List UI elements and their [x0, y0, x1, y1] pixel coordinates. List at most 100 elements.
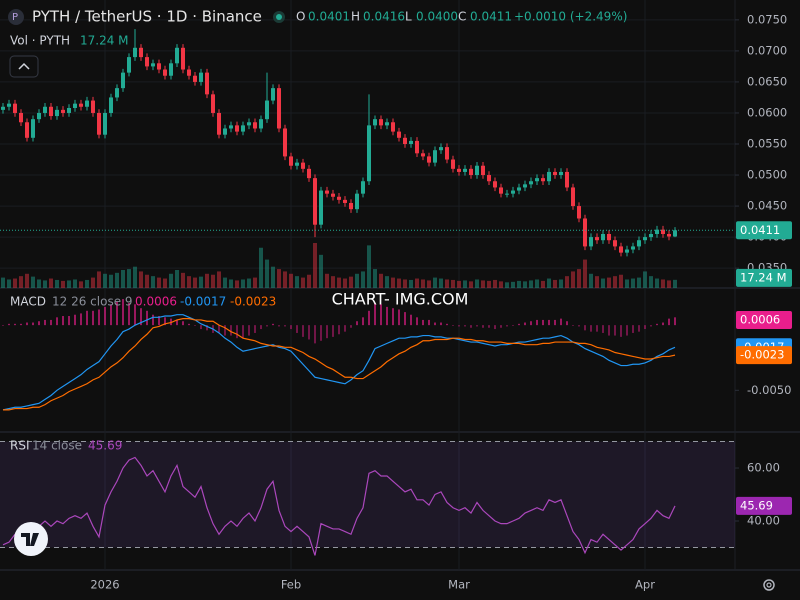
rsi-legend-value: 45.69 — [88, 439, 122, 453]
candle-body — [325, 190, 329, 194]
candle-body — [547, 171, 551, 182]
volume-bar — [91, 277, 95, 288]
candle-body — [391, 122, 395, 132]
candle-body — [109, 97, 113, 113]
macd-histogram-bar — [50, 319, 52, 326]
volume-bar — [595, 276, 599, 288]
volume-bar — [373, 269, 377, 288]
candle-body — [649, 234, 653, 238]
status-dot — [276, 14, 282, 20]
volume-bar — [229, 279, 233, 288]
candle-body — [1, 106, 5, 110]
candle-body — [523, 184, 527, 188]
candle-body — [421, 153, 425, 157]
volume-bar — [109, 274, 113, 288]
macd-histogram-bar — [488, 325, 490, 328]
candle-body — [175, 47, 179, 64]
volume-bar — [535, 279, 539, 288]
collapse-button[interactable] — [9, 55, 39, 78]
macd-histogram-bar — [386, 306, 388, 326]
candle-body — [415, 140, 419, 154]
volume-bar — [589, 273, 593, 288]
candle-body — [637, 240, 641, 247]
macd-histogram-bar — [20, 323, 22, 326]
y-tick-label: 40.00 — [747, 513, 780, 527]
candle-body — [43, 106, 47, 113]
macd-histogram-bar — [404, 312, 406, 326]
ohlc-key: O — [296, 10, 305, 24]
candle-body — [481, 165, 485, 176]
macd-histogram-bar — [542, 319, 544, 326]
volume-bar — [631, 278, 635, 288]
volume-bar — [487, 280, 491, 288]
candle-body — [643, 237, 647, 241]
volume-bar — [469, 281, 473, 288]
ohlc-key: H — [351, 10, 360, 24]
x-tick-label: Mar — [448, 578, 470, 592]
last-price-tag-bg — [736, 221, 792, 240]
macd-histogram-bar — [668, 318, 670, 326]
macd-histogram-bar — [626, 325, 628, 336]
macd-histogram-bar — [644, 325, 646, 330]
candle-body — [331, 193, 335, 197]
volume-bar — [67, 280, 71, 288]
macd-histogram-bar — [320, 325, 322, 341]
candle-body — [349, 202, 353, 210]
candle-body — [7, 103, 11, 107]
candle-body — [343, 199, 347, 203]
volume-bar — [289, 273, 293, 288]
volume-bar — [343, 278, 347, 288]
macd-histogram-bar — [134, 304, 136, 326]
macd-histogram-bar — [518, 323, 520, 326]
candle-body — [631, 246, 635, 250]
macd-histogram-bar — [368, 310, 370, 326]
candle-body — [583, 218, 587, 247]
candle-body — [67, 108, 71, 113]
volume-bar — [139, 271, 143, 288]
candle-body — [49, 106, 53, 117]
macd-histogram-bar — [566, 321, 568, 326]
candle-body — [139, 47, 143, 58]
chart-title: PYTH / TetherUS · 1D · Binance — [32, 8, 262, 26]
volume-bar — [277, 269, 281, 288]
candle-body — [199, 72, 203, 82]
candle-body — [595, 237, 599, 241]
volume-bar — [25, 273, 29, 288]
macd-histogram-bar — [452, 325, 454, 326]
volume-bar — [607, 277, 611, 288]
candle-body — [619, 246, 623, 253]
settings-icon[interactable] — [763, 579, 775, 591]
macd-line — [2, 314, 676, 411]
volume-bar — [259, 247, 263, 288]
candle-body — [499, 187, 503, 194]
candle-body — [625, 249, 629, 253]
volume-bar — [103, 273, 107, 288]
candle-body — [187, 69, 191, 76]
volume-bar — [385, 276, 389, 288]
candle-body — [127, 57, 131, 73]
logo-badge[interactable] — [14, 522, 48, 556]
candle-body — [145, 57, 149, 67]
macd-histogram-bar — [38, 321, 40, 326]
macd-histogram-bar — [422, 319, 424, 326]
volume-bar — [181, 272, 185, 288]
volume-bar — [355, 273, 359, 288]
volume-bar — [145, 274, 149, 288]
ohlc-key: L — [405, 10, 412, 24]
signal-line — [3, 318, 676, 411]
volume-bar — [571, 271, 575, 288]
logo-glyph — [21, 533, 39, 546]
macd-histogram-bar — [602, 325, 604, 333]
candle-body — [205, 72, 209, 95]
volume-bar — [337, 277, 341, 288]
volume-bar — [475, 279, 479, 288]
candle-body — [529, 181, 533, 185]
ohlc-value: 0.0416 — [363, 10, 405, 24]
volume-bar — [637, 277, 641, 288]
macd-histogram-bar — [314, 325, 316, 344]
macd-histogram-bar — [302, 325, 304, 337]
macd-histogram-bar — [290, 325, 292, 330]
volume-bar — [439, 278, 443, 288]
macd-histogram-bar — [242, 325, 244, 339]
